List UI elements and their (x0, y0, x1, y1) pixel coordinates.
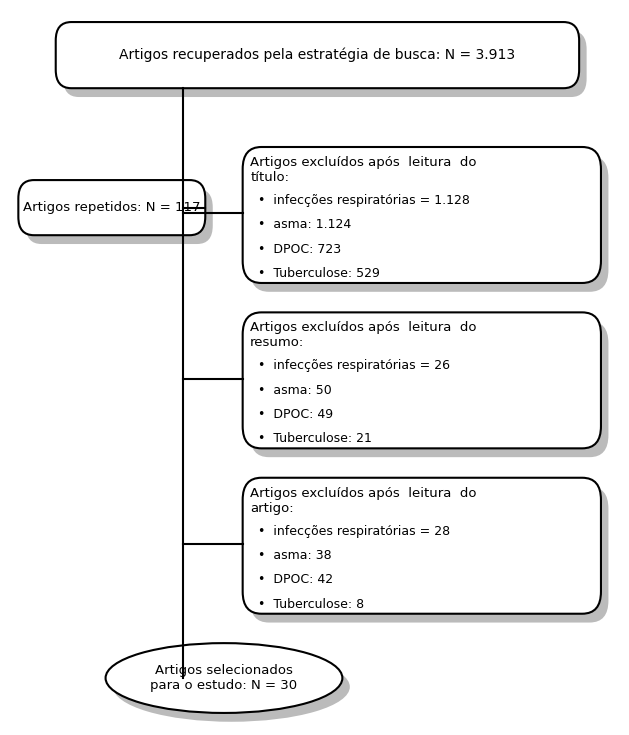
Text: Artigos repetidos: N = 117: Artigos repetidos: N = 117 (23, 201, 201, 214)
FancyBboxPatch shape (63, 31, 587, 97)
Text: Artigos excluídos após  leitura  do
artigo:: Artigos excluídos após leitura do artigo… (250, 487, 477, 514)
Text: •  DPOC: 42: • DPOC: 42 (259, 573, 333, 587)
Text: Artigos selecionados
para o estudo: N = 30: Artigos selecionados para o estudo: N = … (150, 664, 298, 692)
FancyBboxPatch shape (250, 321, 608, 457)
FancyBboxPatch shape (243, 312, 601, 448)
Text: •  Tuberculose: 8: • Tuberculose: 8 (259, 598, 364, 611)
Text: •  DPOC: 49: • DPOC: 49 (259, 408, 333, 421)
FancyBboxPatch shape (26, 189, 213, 244)
FancyBboxPatch shape (250, 156, 608, 292)
Text: •  asma: 38: • asma: 38 (259, 549, 332, 562)
Text: •  asma: 50: • asma: 50 (259, 384, 332, 397)
Text: Artigos excluídos após  leitura  do
título:: Artigos excluídos após leitura do título… (250, 156, 477, 184)
Text: •  asma: 1.124: • asma: 1.124 (259, 218, 352, 232)
FancyBboxPatch shape (56, 22, 579, 88)
Text: •  DPOC: 723: • DPOC: 723 (259, 243, 342, 256)
Text: •  Tuberculose: 21: • Tuberculose: 21 (259, 432, 372, 445)
Ellipse shape (106, 643, 342, 713)
FancyBboxPatch shape (243, 147, 601, 283)
Text: •  Tuberculose: 529: • Tuberculose: 529 (259, 267, 380, 280)
Text: •  infecções respiratórias = 26: • infecções respiratórias = 26 (259, 359, 450, 373)
FancyBboxPatch shape (18, 180, 205, 235)
Text: Artigos excluídos após  leitura  do
resumo:: Artigos excluídos após leitura do resumo… (250, 321, 477, 349)
FancyBboxPatch shape (250, 487, 608, 623)
Text: Artigos recuperados pela estratégia de busca: N = 3.913: Artigos recuperados pela estratégia de b… (120, 48, 516, 62)
Text: •  infecções respiratórias = 1.128: • infecções respiratórias = 1.128 (259, 194, 470, 207)
Ellipse shape (113, 652, 350, 722)
Text: •  infecções respiratórias = 28: • infecções respiratórias = 28 (259, 525, 450, 538)
FancyBboxPatch shape (243, 478, 601, 614)
